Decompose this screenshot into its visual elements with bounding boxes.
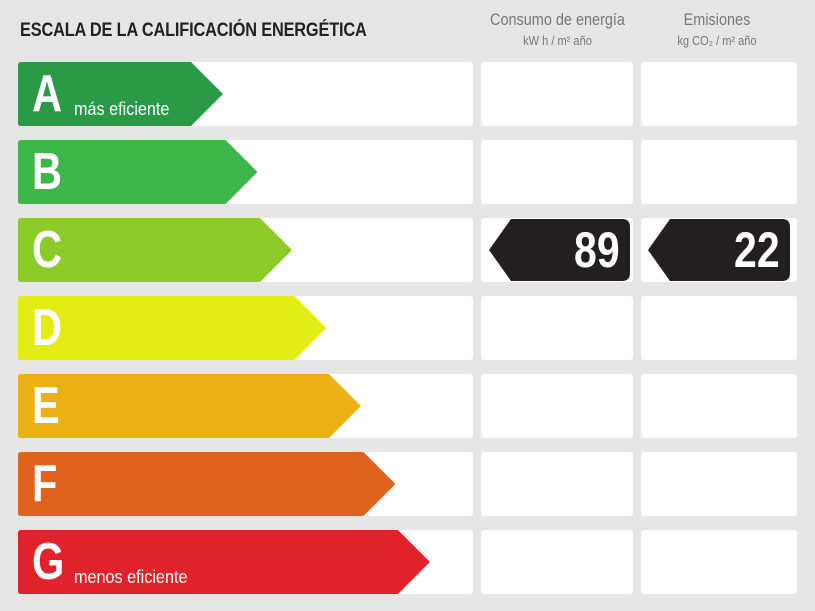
emisiones-cell-g [641,530,797,594]
emisiones-cell-f [641,452,797,516]
rating-arrow-c: C [18,218,292,282]
consumo-unit: kW h / m² año [523,33,592,48]
consumo-cell-a [481,62,633,126]
consumo-value: 89 [574,222,620,278]
rating-note: menos eficiente [74,567,188,587]
rating-letter: C [32,221,63,279]
consumo-cell-d [481,296,633,360]
consumo-header: Consumo de energía kW h / m² año [483,10,632,48]
rating-arrow-b: B [18,140,258,204]
rating-arrow-f: F [18,452,396,516]
emisiones-cell-b [641,140,797,204]
emisiones-unit: kg CO₂ / m² año [677,33,757,48]
marker-shape [648,219,790,281]
rating-letter: E [32,377,60,435]
page-title: ESCALA DE LA CALIFICACIÓN ENERGÉTICA [20,20,367,41]
emisiones-label: Emisiones [683,10,751,29]
rating-arrow-d: D [18,296,327,360]
consumo-value-marker: 89 [489,219,630,281]
emisiones-cell-d [641,296,797,360]
emisiones-header: Emisiones kg CO₂ / m² año [645,10,790,48]
rating-letter: A [32,65,63,123]
emisiones-value-marker: 22 [648,219,790,281]
rating-letter: F [32,455,58,513]
emisiones-cell-e [641,374,797,438]
emisiones-value: 22 [734,222,780,278]
marker-shape [489,219,630,281]
rating-letter: D [32,299,63,357]
consumo-cell-f [481,452,633,516]
consumo-label: Consumo de energía [490,10,625,29]
emisiones-cell-a [641,62,797,126]
rating-arrow-e: E [18,374,361,438]
consumo-cell-g [481,530,633,594]
consumo-cell-e [481,374,633,438]
rating-note: más eficiente [74,99,170,119]
rating-letter: G [32,533,65,591]
rating-letter: B [32,143,63,201]
consumo-cell-b [481,140,633,204]
